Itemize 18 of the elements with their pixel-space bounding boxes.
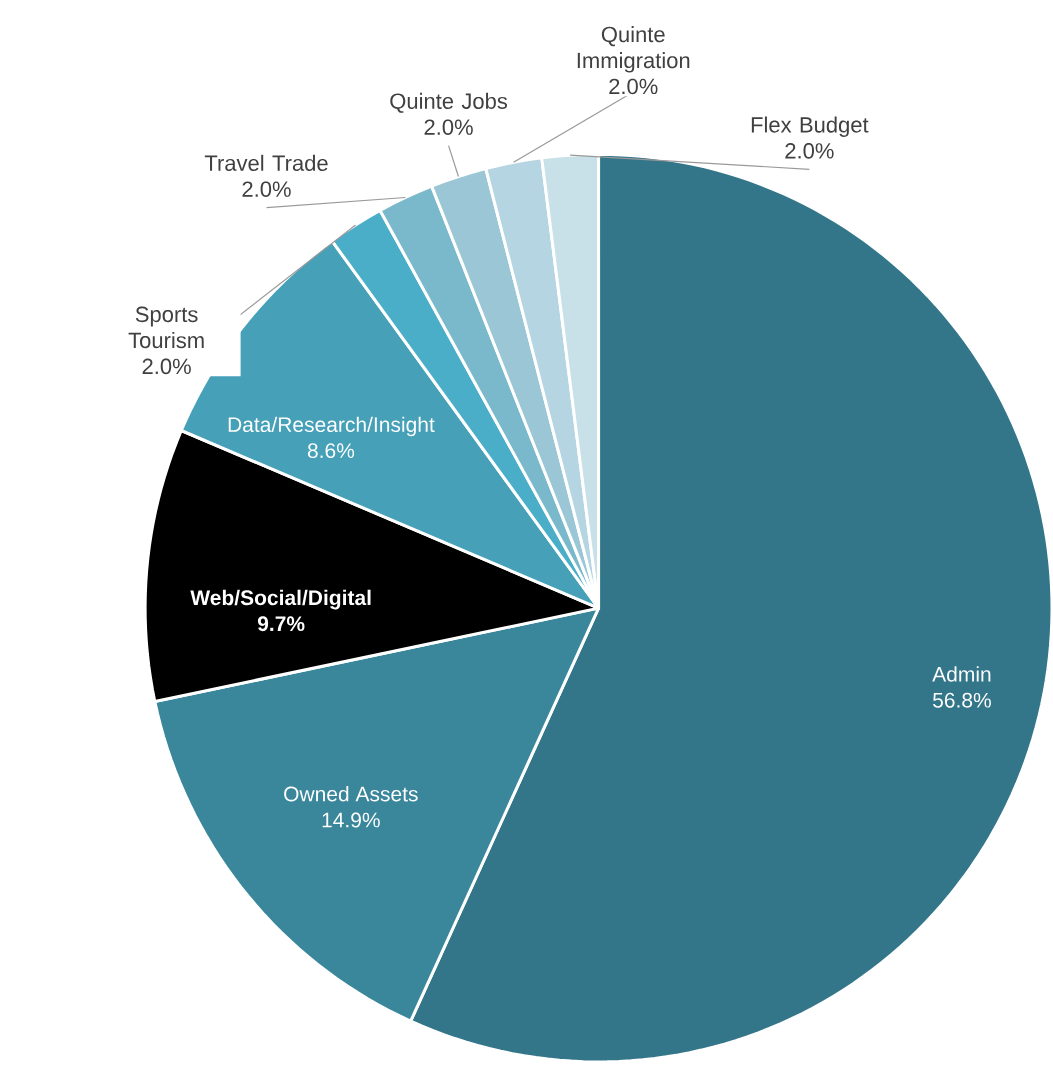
slice-label: Quinte Immigration: [577, 26, 690, 73]
data-label: 56.8%: [932, 692, 991, 708]
slice-label: Quinte Jobs: [390, 92, 507, 113]
slice-label: Admin: [931, 666, 991, 682]
data-label: 14.9%: [322, 812, 380, 828]
slice-label: Sports Tourism: [128, 306, 204, 349]
data-label: 8.6%: [307, 443, 354, 459]
slice-label: Data/Research/Insight: [228, 416, 435, 437]
slice-label: Travel Trade: [204, 154, 328, 171]
slice-label: Flex Budget: [751, 116, 869, 137]
data-label: 2.0%: [142, 358, 191, 375]
data-label: 2.0%: [242, 181, 291, 197]
data-label: 2.0%: [609, 78, 658, 95]
data-label: 2.0%: [424, 119, 473, 135]
slice-label: Web/Social/Digital: [190, 589, 371, 610]
data-label: 9.7%: [257, 616, 305, 632]
slice-label: Owned Assets: [283, 786, 418, 802]
data-label: 2.0%: [785, 143, 834, 159]
